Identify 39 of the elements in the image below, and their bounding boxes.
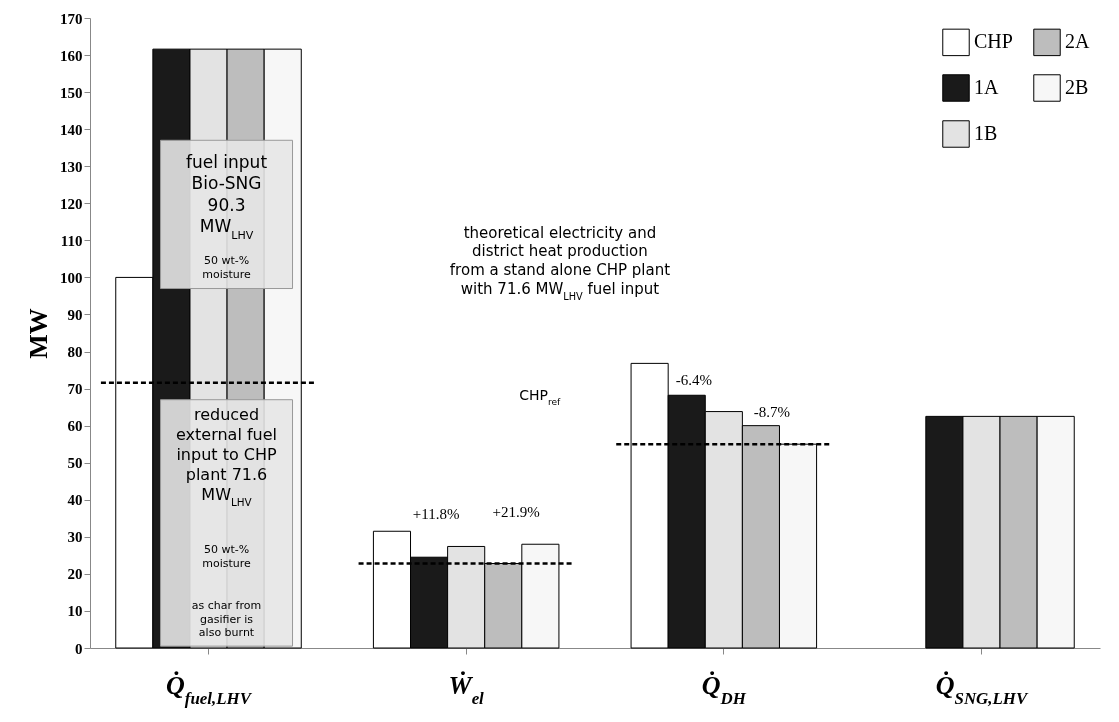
y-tick-label: 50	[67, 455, 83, 472]
annotation: 50 wt-% moisture	[202, 543, 252, 570]
annotation: +11.8%	[412, 506, 460, 523]
y-tick-label: 140	[60, 121, 83, 138]
legend-label: 2B	[1065, 76, 1089, 98]
y-axis-title: MW	[24, 308, 53, 359]
legend-label: 1A	[974, 76, 999, 98]
y-tick-label: 70	[67, 381, 83, 398]
annotation: as char from gasifier is also burnt	[191, 598, 262, 640]
y-tick-label: 0	[75, 640, 83, 657]
y-tick-label: 80	[67, 344, 83, 361]
annotation: -8.7%	[753, 404, 790, 421]
legend-label: 2A	[1065, 30, 1090, 53]
annotation: CHP$_{ref}$	[519, 386, 562, 407]
y-tick-label: 120	[60, 195, 83, 212]
x-tick-label: Q̇$_{SNG,LHV}$	[935, 670, 1029, 707]
annotation: theoretical electricity and district heat production from a stand alone CHP plant with 71.6 MW$_{LHV}$ fuel input	[449, 223, 671, 302]
y-tick-label: 150	[60, 84, 83, 101]
y-tick-label: 130	[60, 158, 83, 175]
y-tick-label: 30	[67, 529, 83, 546]
y-tick-label: 160	[60, 47, 83, 64]
y-tick-label: 10	[67, 603, 83, 620]
y-tick-label: 100	[60, 269, 83, 286]
x-tick-label: Q̇$_{fuel,LHV}$	[166, 670, 253, 707]
annotation: +21.9%	[492, 504, 540, 521]
y-tick-label: 170	[60, 10, 83, 27]
annotation: 50 wt-% moisture	[202, 254, 252, 281]
y-tick-label: 40	[67, 492, 83, 509]
y-tick-label: 20	[67, 566, 83, 583]
legend-label: CHP	[974, 30, 1013, 53]
annotation: fuel input Bio-SNG 90.3 MW$_{LHV}$	[185, 152, 268, 242]
x-tick-label: Q̇$_{DH}$	[701, 670, 747, 707]
annotation: -6.4%	[675, 371, 712, 388]
y-tick-label: 60	[67, 418, 83, 435]
y-tick-label: 90	[67, 306, 83, 323]
y-tick-label: 110	[60, 232, 83, 249]
legend-label: 1B	[974, 122, 998, 144]
x-tick-label: Ẇ$_{el}$	[448, 670, 485, 707]
annotation: reduced external fuel input to CHP plant 71.6 MW$_{LHV}$	[176, 405, 278, 509]
